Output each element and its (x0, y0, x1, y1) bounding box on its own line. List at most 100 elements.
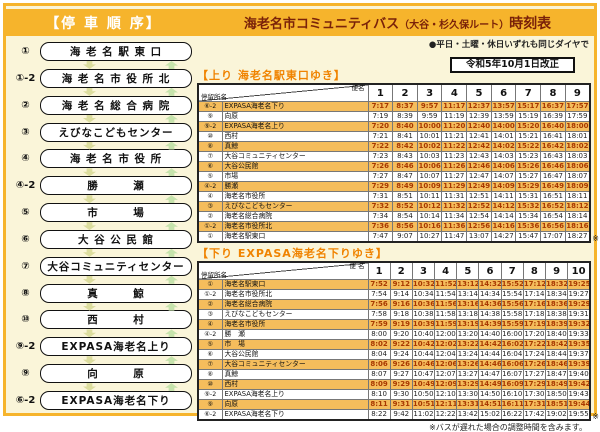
stop-row: ④-2 勝 瀬 (11, 176, 192, 196)
stop-number: ⑦ (21, 260, 30, 272)
stop-number-cell: ② (197, 211, 223, 222)
time-cell: 12:00 (434, 329, 458, 340)
time-cell: 10:42 (411, 339, 436, 350)
time-cell: 13:27 (456, 369, 480, 380)
stop-number: ⑥ (21, 233, 30, 245)
timetable-title-route: （大谷・杉久保ルート） (399, 19, 510, 31)
time-cell: 12:04 (434, 349, 458, 360)
timetable-row: ⑦ 大谷コミュニティセンター 8:06 9:26 10:46 12:06 13:26 14:4… (197, 359, 591, 370)
time-cell: 17:30 (522, 389, 547, 400)
timetable-row: ① 海老名駅東口 7:47 9:07 10:27 11:47 13:07 14:27 15:47… (197, 231, 591, 243)
time-cell: 17:24 (522, 349, 547, 360)
stop-row: ⑦ 大谷コミュニティセンター (11, 256, 192, 276)
up-arrow-icon (165, 356, 178, 365)
time-cell: 9:42 (389, 409, 413, 421)
trip-number-header: 4 (434, 261, 458, 280)
stop-row: ⑧ 真 鯨 (11, 283, 192, 303)
time-cell: 9:22 (389, 339, 413, 350)
trip-number-header: 5 (466, 83, 492, 102)
stop-box: 大谷コミュニティセンター (40, 256, 192, 276)
time-cell: 16:49 (540, 181, 566, 192)
time-cell: 12:46 (466, 161, 492, 172)
stop-arrows (11, 141, 192, 150)
stop-name-cell: EXPASA海老名上り (221, 121, 369, 132)
stop-number-cell: ⑥-2 (197, 101, 223, 112)
stop-number-cell: ①-2 (197, 289, 223, 300)
timetable-row: ⑨ 向原 8:11 9:31 10:51 12:11 13:31 14:51 16:11 17:3… (197, 399, 591, 410)
time-cell: 12:56 (466, 221, 492, 232)
time-cell: 12:07 (434, 369, 458, 380)
time-cell: 7:52 (367, 279, 391, 290)
time-cell: 12:37 (466, 101, 492, 112)
time-cell: 13:12 (456, 279, 480, 290)
stop-name-cell: 海老名総合病院 (221, 299, 369, 310)
corner-stop-label: 停留所名 (201, 271, 227, 279)
trip-number-header: 1 (367, 261, 391, 280)
time-cell: 12:09 (434, 379, 458, 390)
time-cell: 10:39 (411, 319, 436, 330)
time-cell: 11:34 (441, 211, 468, 222)
time-cell: 19:32 (567, 319, 591, 330)
corner-trip-label: 便 名 (349, 262, 365, 270)
stop-name-cell: 向原 (221, 399, 369, 410)
trip-number-header: 3 (411, 261, 436, 280)
up-timetable: 便名 停留所名 1 2 3 4 5 6 7 8 9 ⑥-2 EXPASA海老名下り 7:17 8:37 9:5… (197, 83, 591, 243)
timetable-row: ④ 海老名市役所 7:59 9:19 10:39 11:59 13:19 14:39 15:59… (197, 319, 591, 330)
timetable-row: ④ 海老名市役所 7:31 8:51 10:11 11:31 12:51 14:11 15:31… (197, 191, 591, 202)
time-cell: 11:29 (441, 181, 468, 192)
time-cell: 8:47 (392, 171, 418, 182)
time-cell: 11:19 (441, 111, 468, 122)
time-cell: 14:51 (478, 399, 502, 410)
time-cell: 8:42 (392, 141, 418, 152)
time-cell: 12:42 (466, 141, 492, 152)
time-cell: 18:27 (564, 231, 591, 243)
time-cell: 15:17 (515, 101, 542, 112)
time-cell: 19:55 (567, 409, 591, 421)
down-timetable: 便 名停留所名 1 2 3 4 5 6 7 8 9 10 ① 海老名駅東口 7:52 9:12 10:32 11… (197, 261, 591, 421)
stop-number: ④-2 (15, 180, 36, 192)
time-cell: 10:40 (411, 329, 436, 340)
time-cell: 14:49 (478, 379, 502, 390)
time-cell: 9:29 (389, 379, 413, 390)
time-cell: 11:17 (441, 101, 468, 112)
time-cell: 14:03 (490, 151, 517, 162)
time-cell: 15:29 (515, 181, 542, 192)
time-cell: 12:11 (434, 399, 458, 410)
time-cell: 15:19 (515, 111, 542, 122)
stop-number-cell: ⑤ (197, 339, 223, 350)
trip-number-header: 7 (500, 261, 524, 280)
time-cell: 12:52 (466, 201, 492, 212)
stop-arrows (11, 87, 192, 96)
stop-name-cell: 大谷コミュニティセンター (221, 359, 369, 370)
up-arrow-icon (165, 302, 178, 311)
timetable-row: ④-2 勝瀬 7:29 8:49 10:09 11:29 12:49 14:09 15:29 16… (197, 181, 591, 192)
stop-number: ⑩ (21, 314, 30, 326)
down-arrow-icon (83, 114, 96, 123)
trip-number-header: 8 (540, 83, 566, 102)
time-cell: 8:07 (367, 369, 391, 380)
time-cell: 11:20 (441, 121, 468, 132)
time-cell: 14:34 (478, 289, 502, 300)
stop-row: ⑨ 向 原 (11, 364, 192, 384)
down-arrow-icon (83, 356, 96, 365)
time-cell: 14:47 (478, 369, 502, 380)
down-arrow-icon (83, 87, 96, 96)
time-cell: 18:12 (564, 201, 591, 212)
schedule-note: ●平日・土曜・休日いずれも同じダイヤで (428, 40, 589, 50)
time-cell: 8:11 (367, 399, 391, 410)
down-arrow-icon (83, 168, 96, 177)
time-cell: 18:51 (544, 399, 569, 410)
down-arrow-icon (83, 302, 96, 311)
stop-number-cell: ① (197, 279, 223, 290)
timetable-row: ③ えびなこどもセンター 7:32 8:52 10:12 11:32 12:52 14:12 1… (197, 201, 591, 212)
stop-number-cell: ⑧ (197, 141, 223, 152)
time-cell: 12:49 (466, 181, 492, 192)
stop-name-cell: 西村 (221, 379, 369, 390)
time-cell: 17:26 (522, 359, 547, 370)
stop-name-cell: 西村 (221, 131, 369, 142)
stop-row: ⑨-2 EXPASA海老名上り (11, 337, 192, 357)
time-cell: 15:31 (515, 191, 542, 202)
trip-number-header: 6 (490, 83, 517, 102)
time-cell: 11:21 (441, 131, 468, 142)
time-cell: 15:56 (500, 299, 524, 310)
